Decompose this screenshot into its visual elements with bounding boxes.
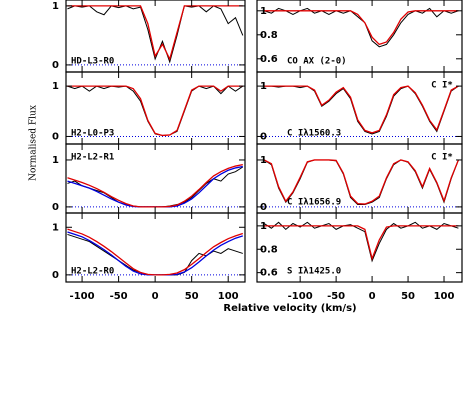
panel-label: C Iλ1560.3 [287, 129, 341, 139]
panel-label: C Iλ1656.9 [287, 198, 341, 208]
spectrum-line [264, 85, 459, 135]
spectrum-line [264, 85, 459, 134]
y-tick-label: 1 [260, 6, 267, 17]
panel: 0 1 C Iλ1560.3 C I* [256, 71, 463, 145]
panel-frame [256, 212, 463, 283]
series-group [67, 5, 244, 64]
x-tick-label: 100 [434, 291, 455, 302]
panel: 0.6 0.8 1 -100 -50 0 50 100 S Iλ1425.0 [256, 212, 463, 302]
annotation: C I* [431, 81, 453, 91]
x-tick-label: -50 [327, 291, 345, 302]
y-tick-label: 1 [52, 81, 59, 92]
panel: 0 1 C Iλ1656.9 C I* [256, 143, 463, 214]
x-tick-label: 50 [185, 291, 199, 302]
y-tick-label: 1 [260, 221, 267, 232]
panel: 0 1 H2-L0-P3 [52, 71, 246, 145]
y-tick-label: 0 [52, 60, 59, 71]
series-group [67, 164, 244, 208]
y-tick-label: 0 [52, 202, 59, 213]
x-axis-title: Relative velocity (km/s) [223, 303, 356, 314]
spectrum-line [67, 5, 243, 61]
spectrum-line [264, 7, 459, 48]
y-tick-label: 1 [260, 81, 267, 92]
x-tick-label: -100 [288, 291, 313, 302]
x-tick-label: 0 [369, 291, 376, 302]
spectrum-line [67, 228, 244, 276]
x-tick-label: -50 [110, 291, 128, 302]
series-group [67, 228, 244, 276]
annotation: C I* [431, 153, 453, 163]
x-tick-label: -100 [70, 291, 95, 302]
y-tick-label: 0.8 [260, 30, 278, 41]
y-tick-label: 0.8 [260, 244, 278, 255]
spectrum-line [263, 159, 460, 205]
panel: 0 1 -100 -50 0 50 100 H2-L2-R0 [52, 212, 246, 302]
panel: 0 1 HD-L3-R0 [52, 0, 246, 73]
y-tick-label: 0 [260, 202, 267, 213]
y-tick-label: 0 [52, 131, 59, 142]
panel-label: HD-L3-R0 [71, 57, 114, 67]
panel: 0 1 H2-L2-R1 [52, 143, 246, 214]
spectrum-line [264, 225, 459, 261]
y-tick-label: 0 [52, 270, 59, 281]
x-tick-label: 100 [218, 291, 239, 302]
panel: 0.6 0.8 1 CO AX (2-0) [256, 0, 463, 73]
series-group [263, 159, 460, 206]
panel-label: H2-L2-R0 [71, 267, 114, 277]
spectrum-line [264, 10, 459, 46]
series-group [264, 85, 459, 135]
y-axis-title: Normalised Flux [29, 105, 39, 181]
y-tick-label: 1 [52, 222, 59, 233]
x-tick-label: 0 [152, 291, 159, 302]
series-group [263, 221, 459, 263]
panel-label: H2-L0-P3 [71, 129, 114, 139]
y-tick-label: 0.6 [260, 268, 278, 279]
spectrum-line [67, 85, 243, 137]
series-group [67, 85, 244, 137]
y-tick-label: 1 [52, 155, 59, 166]
spectrum-line [67, 164, 243, 208]
series-group [264, 7, 459, 48]
panel-label: S Iλ1425.0 [287, 267, 341, 277]
x-tick-label: 50 [401, 291, 415, 302]
y-tick-label: 1 [260, 155, 267, 166]
y-tick-label: 0 [260, 131, 267, 142]
y-tick-label: 0.6 [260, 54, 278, 65]
y-tick-label: 1 [52, 1, 59, 12]
panel-label: H2-L2-R1 [71, 153, 114, 163]
panel-label: CO AX (2-0) [287, 57, 347, 67]
